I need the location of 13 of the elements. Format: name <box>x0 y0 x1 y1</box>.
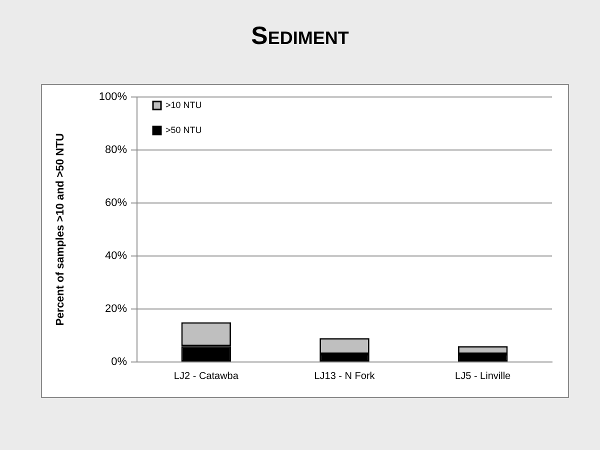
x-tick-label: LJ13 - N Fork <box>314 370 376 382</box>
y-tick-label: 80% <box>104 144 128 156</box>
y-tick-label: 0% <box>111 356 128 368</box>
legend-label: >10 NTU <box>166 100 202 110</box>
chart-title: Sediment <box>250 21 350 52</box>
y-axis-title: Percent of samples >10 and >50 NTU <box>54 133 67 326</box>
y-tick-label: 100% <box>98 91 128 104</box>
y-tick-label: 40% <box>104 250 128 262</box>
x-tick-label: LJ5 - Linville <box>455 370 512 382</box>
x-tick-label: LJ2 - Catawba <box>174 370 239 382</box>
legend-label: >50 NTU <box>166 124 202 135</box>
y-tick-label: 60% <box>104 197 128 210</box>
y-tick-label: 20% <box>104 303 128 316</box>
